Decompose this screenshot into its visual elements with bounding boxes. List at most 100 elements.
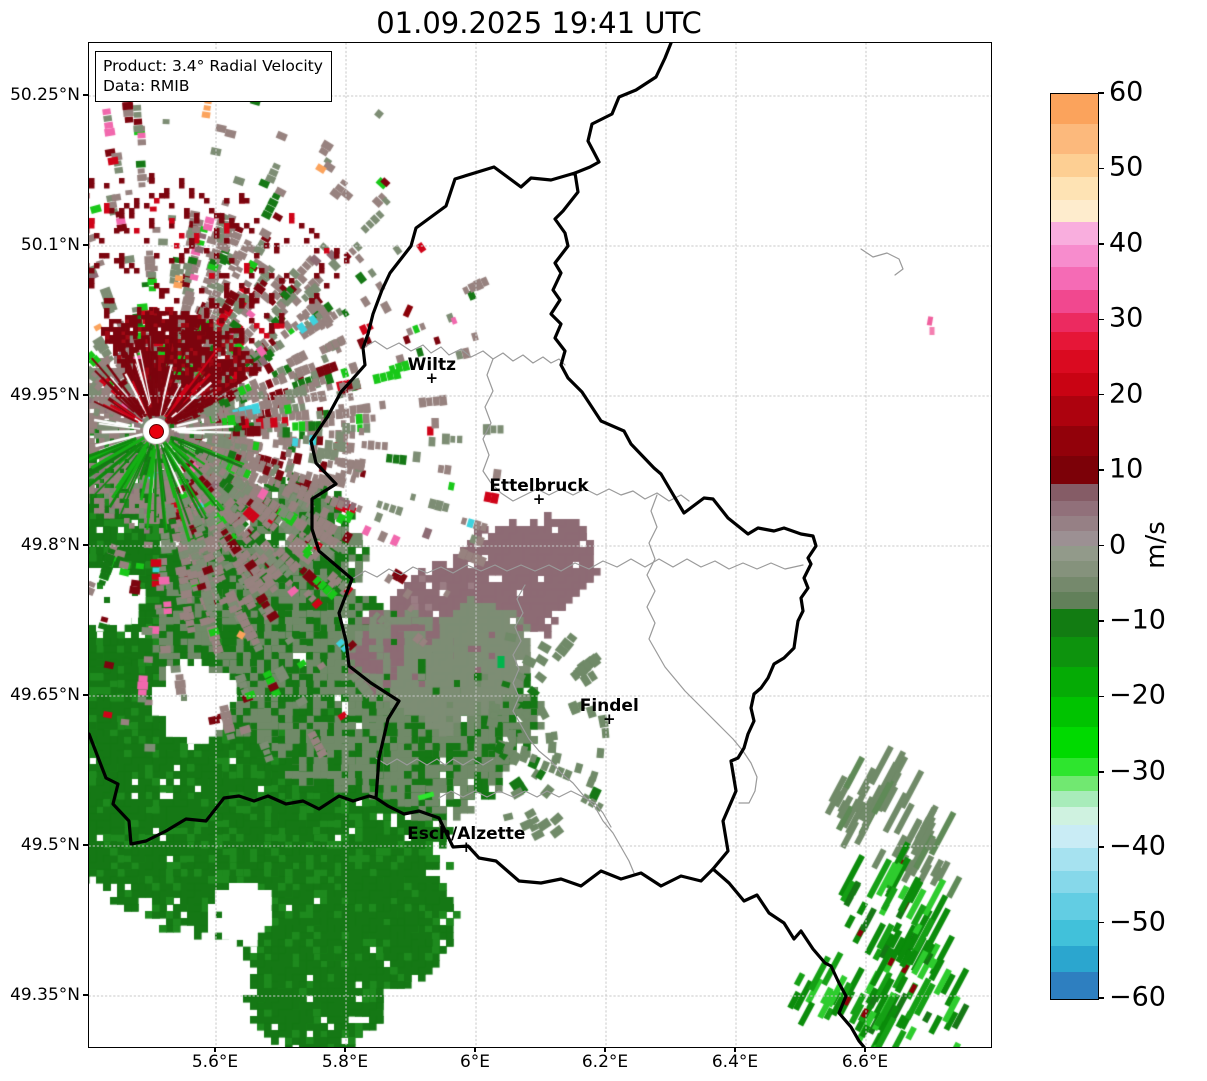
colorbar-band	[1051, 546, 1098, 562]
colorbar-band	[1051, 244, 1098, 268]
colorbar-tick-label: −60	[1109, 981, 1166, 1013]
colorbar-tick	[1098, 997, 1105, 999]
lat-tick	[83, 844, 88, 846]
colorbar-band	[1051, 847, 1098, 871]
colorbar-band	[1051, 636, 1098, 668]
colorbar-tick-label: 20	[1109, 377, 1144, 409]
colorbar-band	[1051, 395, 1098, 426]
city-marker-icon: +	[425, 369, 439, 388]
district-border	[362, 340, 566, 366]
lat-tick-label: 49.35°N	[10, 985, 80, 1005]
colorbar	[1050, 93, 1099, 1000]
colorbar-tick	[1098, 92, 1105, 94]
lon-tick	[474, 1047, 476, 1053]
country-border	[89, 732, 378, 846]
colorbar-band	[1051, 222, 1098, 245]
lon-tick	[604, 1047, 606, 1053]
colorbar-tick	[1098, 921, 1105, 924]
radar-echo-canvas	[89, 43, 991, 1047]
city-marker-icon: +	[532, 490, 546, 509]
colorbar-band	[1051, 806, 1098, 826]
colorbar-band	[1051, 290, 1098, 313]
lon-tick-label: 5.6°E	[191, 1052, 239, 1072]
country-border	[309, 165, 818, 888]
city-marker-icon: +	[459, 838, 473, 857]
district-border	[375, 757, 494, 766]
colorbar-tick	[1098, 544, 1105, 547]
colorbar-tick-label: 0	[1109, 528, 1127, 560]
city-label: Ettelbruck	[489, 476, 589, 496]
colorbar-band	[1051, 516, 1098, 532]
lat-tick-label: 50.25°N	[10, 85, 80, 105]
colorbar-band	[1051, 561, 1098, 577]
lon-tick-label: 5.8°E	[321, 1052, 369, 1072]
colorbar-tick	[1098, 846, 1105, 848]
city-label: Findel	[579, 696, 639, 716]
lon-tick-label: 6.2°E	[581, 1052, 629, 1072]
colorbar-band	[1051, 312, 1098, 332]
city-marker-icon: +	[602, 710, 616, 729]
colorbar-tick-label: 30	[1109, 302, 1144, 334]
radar-site-marker	[148, 423, 164, 439]
colorbar-tick	[1098, 243, 1105, 245]
product-label: Product: 3.4° Radial Velocity	[103, 57, 323, 75]
colorbar-band	[1051, 919, 1098, 946]
colorbar-tick-label: 40	[1109, 227, 1144, 259]
colorbar-tick-label: 60	[1109, 76, 1144, 108]
city-label: Esch/Alzette	[407, 824, 526, 844]
lat-tick-label: 49.95°N	[10, 385, 80, 405]
colorbar-band	[1051, 124, 1098, 155]
colorbar-tick	[1098, 469, 1105, 471]
figure-title: 01.09.2025 19:41 UTC	[376, 6, 702, 40]
product-info-box: Product: 3.4° Radial Velocity Data: RMIB	[95, 51, 332, 103]
colorbar-band	[1051, 825, 1098, 848]
colorbar-band	[1051, 176, 1098, 200]
lat-tick	[83, 244, 88, 246]
colorbar-tick-label: −50	[1109, 905, 1166, 937]
lon-tick	[864, 1047, 866, 1053]
colorbar-tick-label: 50	[1109, 151, 1144, 183]
lon-tick	[344, 1047, 346, 1053]
colorbar-tick-label: −30	[1109, 755, 1166, 787]
colorbar-tick-label: −40	[1109, 830, 1166, 862]
colorbar-band	[1051, 776, 1098, 792]
lat-tick-label: 49.8°N	[20, 535, 80, 555]
map-plot: Wiltz + Ettelbruck + Findel + Esch/Alzette + Pr…	[88, 42, 992, 1048]
colorbar-band	[1051, 267, 1098, 291]
lat-tick	[83, 394, 88, 396]
map-borders-svg	[89, 43, 991, 1047]
colorbar-band	[1051, 893, 1098, 920]
colorbar-tick	[1098, 318, 1105, 320]
city-label: Wiltz	[407, 355, 457, 375]
country-border	[711, 867, 866, 1047]
lat-tick	[83, 544, 88, 546]
colorbar-tick-label: 10	[1109, 453, 1144, 485]
colorbar-band	[1051, 199, 1098, 223]
colorbar-band	[1051, 373, 1098, 396]
district-border	[512, 584, 635, 874]
colorbar-band	[1051, 608, 1098, 637]
colorbar-band	[1051, 972, 1098, 999]
lat-tick	[83, 994, 88, 996]
district-border	[482, 358, 690, 502]
colorbar-tick	[1098, 167, 1105, 170]
lat-tick	[83, 94, 88, 96]
colorbar-tick-label: −20	[1109, 679, 1166, 711]
district-border	[646, 494, 758, 804]
colorbar-band	[1051, 697, 1098, 728]
district-border	[351, 558, 804, 580]
lon-tick-label: 6°E	[459, 1052, 491, 1072]
colorbar-band	[1051, 331, 1098, 351]
map-plot-area: Wiltz + Ettelbruck + Findel + Esch/Alzette + Pr…	[89, 43, 991, 1047]
colorbar-band	[1051, 591, 1098, 609]
lon-tick-label: 6.4°E	[711, 1052, 759, 1072]
colorbar-band	[1051, 667, 1098, 698]
lat-tick-label: 50.1°N	[20, 235, 80, 255]
lat-tick-label: 49.5°N	[20, 835, 80, 855]
colorbar-tick	[1098, 393, 1105, 396]
lat-tick	[83, 694, 88, 696]
district-border	[860, 248, 904, 276]
colorbar-band	[1051, 791, 1098, 807]
country-border	[573, 43, 673, 175]
